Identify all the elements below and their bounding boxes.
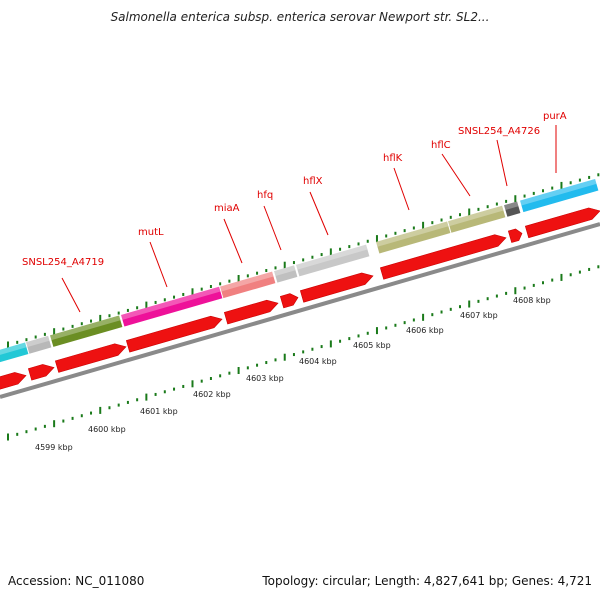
gene-box-highlight [296,244,368,270]
kbp-label: 4604 kbp [299,357,337,366]
kbp-label: 4608 kbp [513,296,551,305]
cds-arrow[interactable] [379,232,507,280]
gene-track [0,179,599,365]
cds-arrow-shape [0,372,27,393]
kbp-label: 4600 kbp [88,425,126,434]
gene-label[interactable]: SNSL254_A4726 [458,126,540,137]
gene-box-fill [448,205,506,233]
backbone-line [0,222,600,399]
gene-box-highlight [26,335,50,348]
cds-arrow[interactable] [223,297,279,325]
gene-label[interactable]: SNSL254_A4719 [22,257,104,268]
gene-box-fill [376,221,451,254]
gene-box[interactable] [504,201,521,217]
gene-box-highlight [274,265,296,276]
gene-label[interactable]: hflX [303,176,323,187]
gene-box[interactable] [26,335,52,354]
gene-box[interactable] [376,221,451,254]
gene-label-group: SNSL254_A4719 mutL miaA hfq hflX hflK hflC SNSL… [22,111,567,313]
outer-tick-track [7,173,600,349]
gene-box[interactable] [0,342,29,365]
gene-label-leader [263,205,282,251]
gene-label-leader [61,277,81,313]
cds-arrow[interactable] [299,270,374,303]
accession-text: Accession: NC_011080 [8,574,145,588]
kbp-label-group: 4599 kbp 4600 kbp 4601 kbp 4602 kbp 4603 kbp… [35,296,551,452]
gene-label-leader [223,218,243,264]
cds-track [0,205,600,393]
cds-arrow[interactable] [54,341,127,373]
gene-box-fill [121,286,223,327]
gene-box-highlight [376,221,449,247]
gene-box-fill [0,342,29,365]
gene-label-leader [149,241,168,288]
cds-arrow-shape [524,207,600,239]
cds-arrow-shape [299,272,374,303]
cds-arrow-shape [125,315,223,353]
cds-arrow-shape [223,299,279,325]
kbp-label: 4605 kbp [353,341,391,350]
gene-box[interactable] [296,244,370,277]
gene-box[interactable] [121,286,223,327]
gene-box[interactable] [448,205,506,233]
kbp-label: 4602 kbp [193,390,231,399]
cds-arrow-shape [507,228,523,243]
cds-arrow[interactable] [27,362,55,381]
kbp-label: 4601 kbp [140,407,178,416]
gene-box-fill [296,244,370,277]
gene-label-leader [496,139,508,187]
gene-box-highlight [121,286,221,320]
gene-box-highlight [520,179,597,206]
genome-stats-text: Topology: circular; Length: 4,827,641 bp… [262,574,592,588]
cds-arrow[interactable] [279,292,299,309]
gene-box-fill [274,265,298,283]
gene-box-highlight [448,205,504,227]
kbp-label: 4603 kbp [246,374,284,383]
gene-label[interactable]: miaA [214,203,240,214]
gene-box-fill [50,315,123,347]
gene-box-highlight [220,271,274,292]
gene-label-leader [393,167,410,211]
gene-label-leader [441,153,471,197]
gene-label[interactable]: hfq [257,190,273,201]
cds-arrow[interactable] [0,370,28,393]
gene-label[interactable]: hflC [431,140,451,151]
gene-label-leader [309,191,329,236]
gene-box-highlight [504,201,519,211]
gene-box[interactable] [220,271,276,299]
gene-box[interactable] [520,179,599,213]
gene-box-highlight [0,342,27,358]
cds-arrow[interactable] [507,228,523,243]
gene-box-fill [520,179,599,213]
kbp-label: 4606 kbp [406,326,444,335]
cds-arrow-shape [379,234,507,280]
cds-arrow[interactable] [125,313,223,353]
gene-label[interactable]: hflK [383,153,403,164]
cds-arrow[interactable] [524,205,600,239]
cds-arrow-shape [27,364,55,381]
cds-arrow-shape [279,293,299,309]
gene-box-highlight [50,315,121,341]
kbp-label: 4599 kbp [35,443,73,452]
map-title: Salmonella enterica subsp. enterica sero… [110,10,490,24]
inner-tick-track [7,265,600,441]
gene-box-fill [504,201,521,217]
gene-box-fill [26,335,52,354]
gene-box[interactable] [50,315,123,347]
cds-arrow-shape [54,343,127,373]
gene-box-fill [220,271,276,299]
gene-box[interactable] [274,265,298,283]
kbp-label: 4607 kbp [460,311,498,320]
gene-label[interactable]: mutL [138,227,164,238]
gene-label[interactable]: purA [543,111,567,122]
